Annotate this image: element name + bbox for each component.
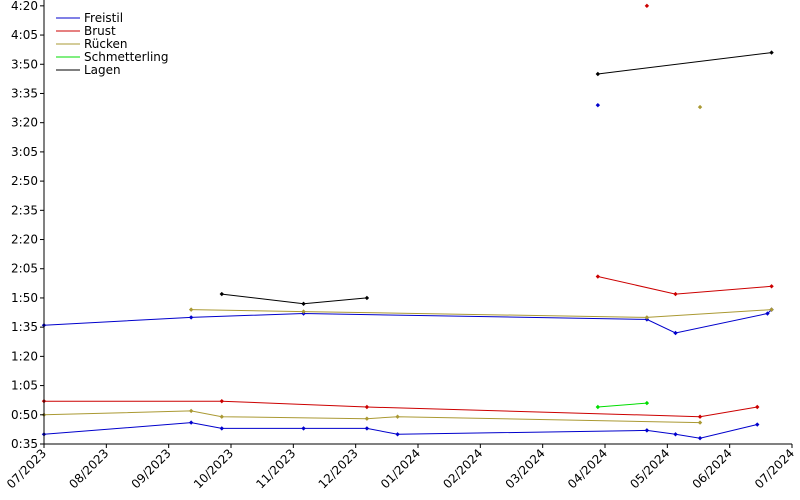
x-tick-label: 07/2024 [752,446,797,491]
data-point-schmetterling [644,400,650,406]
data-point-brust [364,404,370,410]
x-tick-label: 02/2024 [440,446,485,491]
data-point-freistil [765,311,770,316]
y-tick-label: 3:35 [11,86,38,100]
series-line-schmetterling [597,402,647,408]
series-layer [41,3,774,441]
data-point-brust [697,414,703,419]
y-axis-ticks: 0:35 0:50 1:05 1:20 1:35 1:50 2:05 2:20 2:35 2:50… [11,0,44,451]
x-tick-label: 09/2023 [129,446,174,491]
data-point-freistil [364,426,370,431]
y-tick-label: 3:20 [11,116,38,130]
y-tick-label: 0:35 [11,437,38,451]
series-line-r-cken [191,309,772,318]
x-tick-label: 05/2024 [627,446,672,491]
data-point-freistil [595,102,601,108]
y-tick-label: 3:05 [11,145,38,159]
data-point-schmetterling [595,404,601,410]
y-tick-label: 1:20 [11,349,38,363]
y-tick-label: 2:20 [11,233,38,247]
data-point-r-cken [301,309,306,314]
data-point-r-cken [644,315,650,320]
data-point-freistil [219,426,225,431]
y-tick-label: 4:20 [11,0,38,13]
series-line-brust [597,276,772,295]
y-tick-label: 2:05 [11,262,38,276]
y-tick-label: 4:05 [11,28,38,42]
data-point-brust [769,284,774,289]
data-point-freistil [697,435,703,441]
data-point-r-cken [395,414,400,419]
data-point-freistil [644,428,650,433]
x-tick-label: 03/2024 [503,446,548,491]
data-point-r-cken [188,408,194,414]
data-point-lagen [769,50,774,55]
data-point-brust [673,291,678,297]
data-point-lagen [364,295,370,301]
data-point-brust [755,404,760,410]
y-tick-label: 1:05 [11,379,38,393]
data-point-r-cken [188,307,194,312]
y-tick-label: 2:50 [11,174,38,188]
x-tick-label: 12/2023 [316,446,361,491]
data-point-r-cken [697,104,703,110]
x-tick-label: 07/2023 [4,446,49,491]
series-line-lagen [221,293,367,305]
series-line-lagen [597,52,772,75]
x-tick-label: 10/2023 [191,446,236,491]
data-point-lagen [219,291,225,297]
y-tick-label: 3:50 [11,57,38,71]
data-point-freistil [188,420,194,425]
data-point-freistil [755,422,760,427]
x-tick-label: 04/2024 [565,446,610,491]
series-line-brust [44,400,758,418]
legend-label-r-cken: Rücken [84,37,128,51]
data-point-brust [595,274,601,279]
data-point-freistil [188,315,194,320]
series-line-r-cken [43,410,701,424]
y-tick-label: 2:35 [11,203,38,217]
data-point-brust [219,398,225,404]
data-point-freistil [395,432,400,437]
data-point-freistil [673,330,678,336]
data-point-brust [644,3,650,9]
x-tick-label: 01/2024 [378,446,423,491]
data-point-r-cken [364,416,370,421]
x-tick-label: 11/2023 [253,446,298,491]
legend-label-brust: Brust [84,24,116,38]
data-point-lagen [301,301,306,306]
y-tick-label: 0:50 [11,408,38,422]
legend-label-freistil: Freistil [84,11,123,25]
legend-label-lagen: Lagen [84,63,121,77]
data-point-r-cken [769,307,774,312]
x-axis-ticks: 07/2023 08/2023 09/2023 10/2023 11/2023 12/20… [4,444,797,491]
data-point-lagen [595,71,601,77]
data-point-freistil [301,426,306,431]
x-tick-label: 08/2023 [66,446,111,491]
data-point-r-cken [697,420,703,425]
x-tick-label: 06/2024 [690,446,735,491]
legend-label-schmetterling: Schmetterling [84,50,169,64]
series-line-freistil [43,422,758,439]
data-point-r-cken [219,414,225,419]
y-tick-label: 1:50 [11,291,38,305]
y-tick-label: 1:35 [11,320,38,334]
data-point-freistil [673,432,678,437]
